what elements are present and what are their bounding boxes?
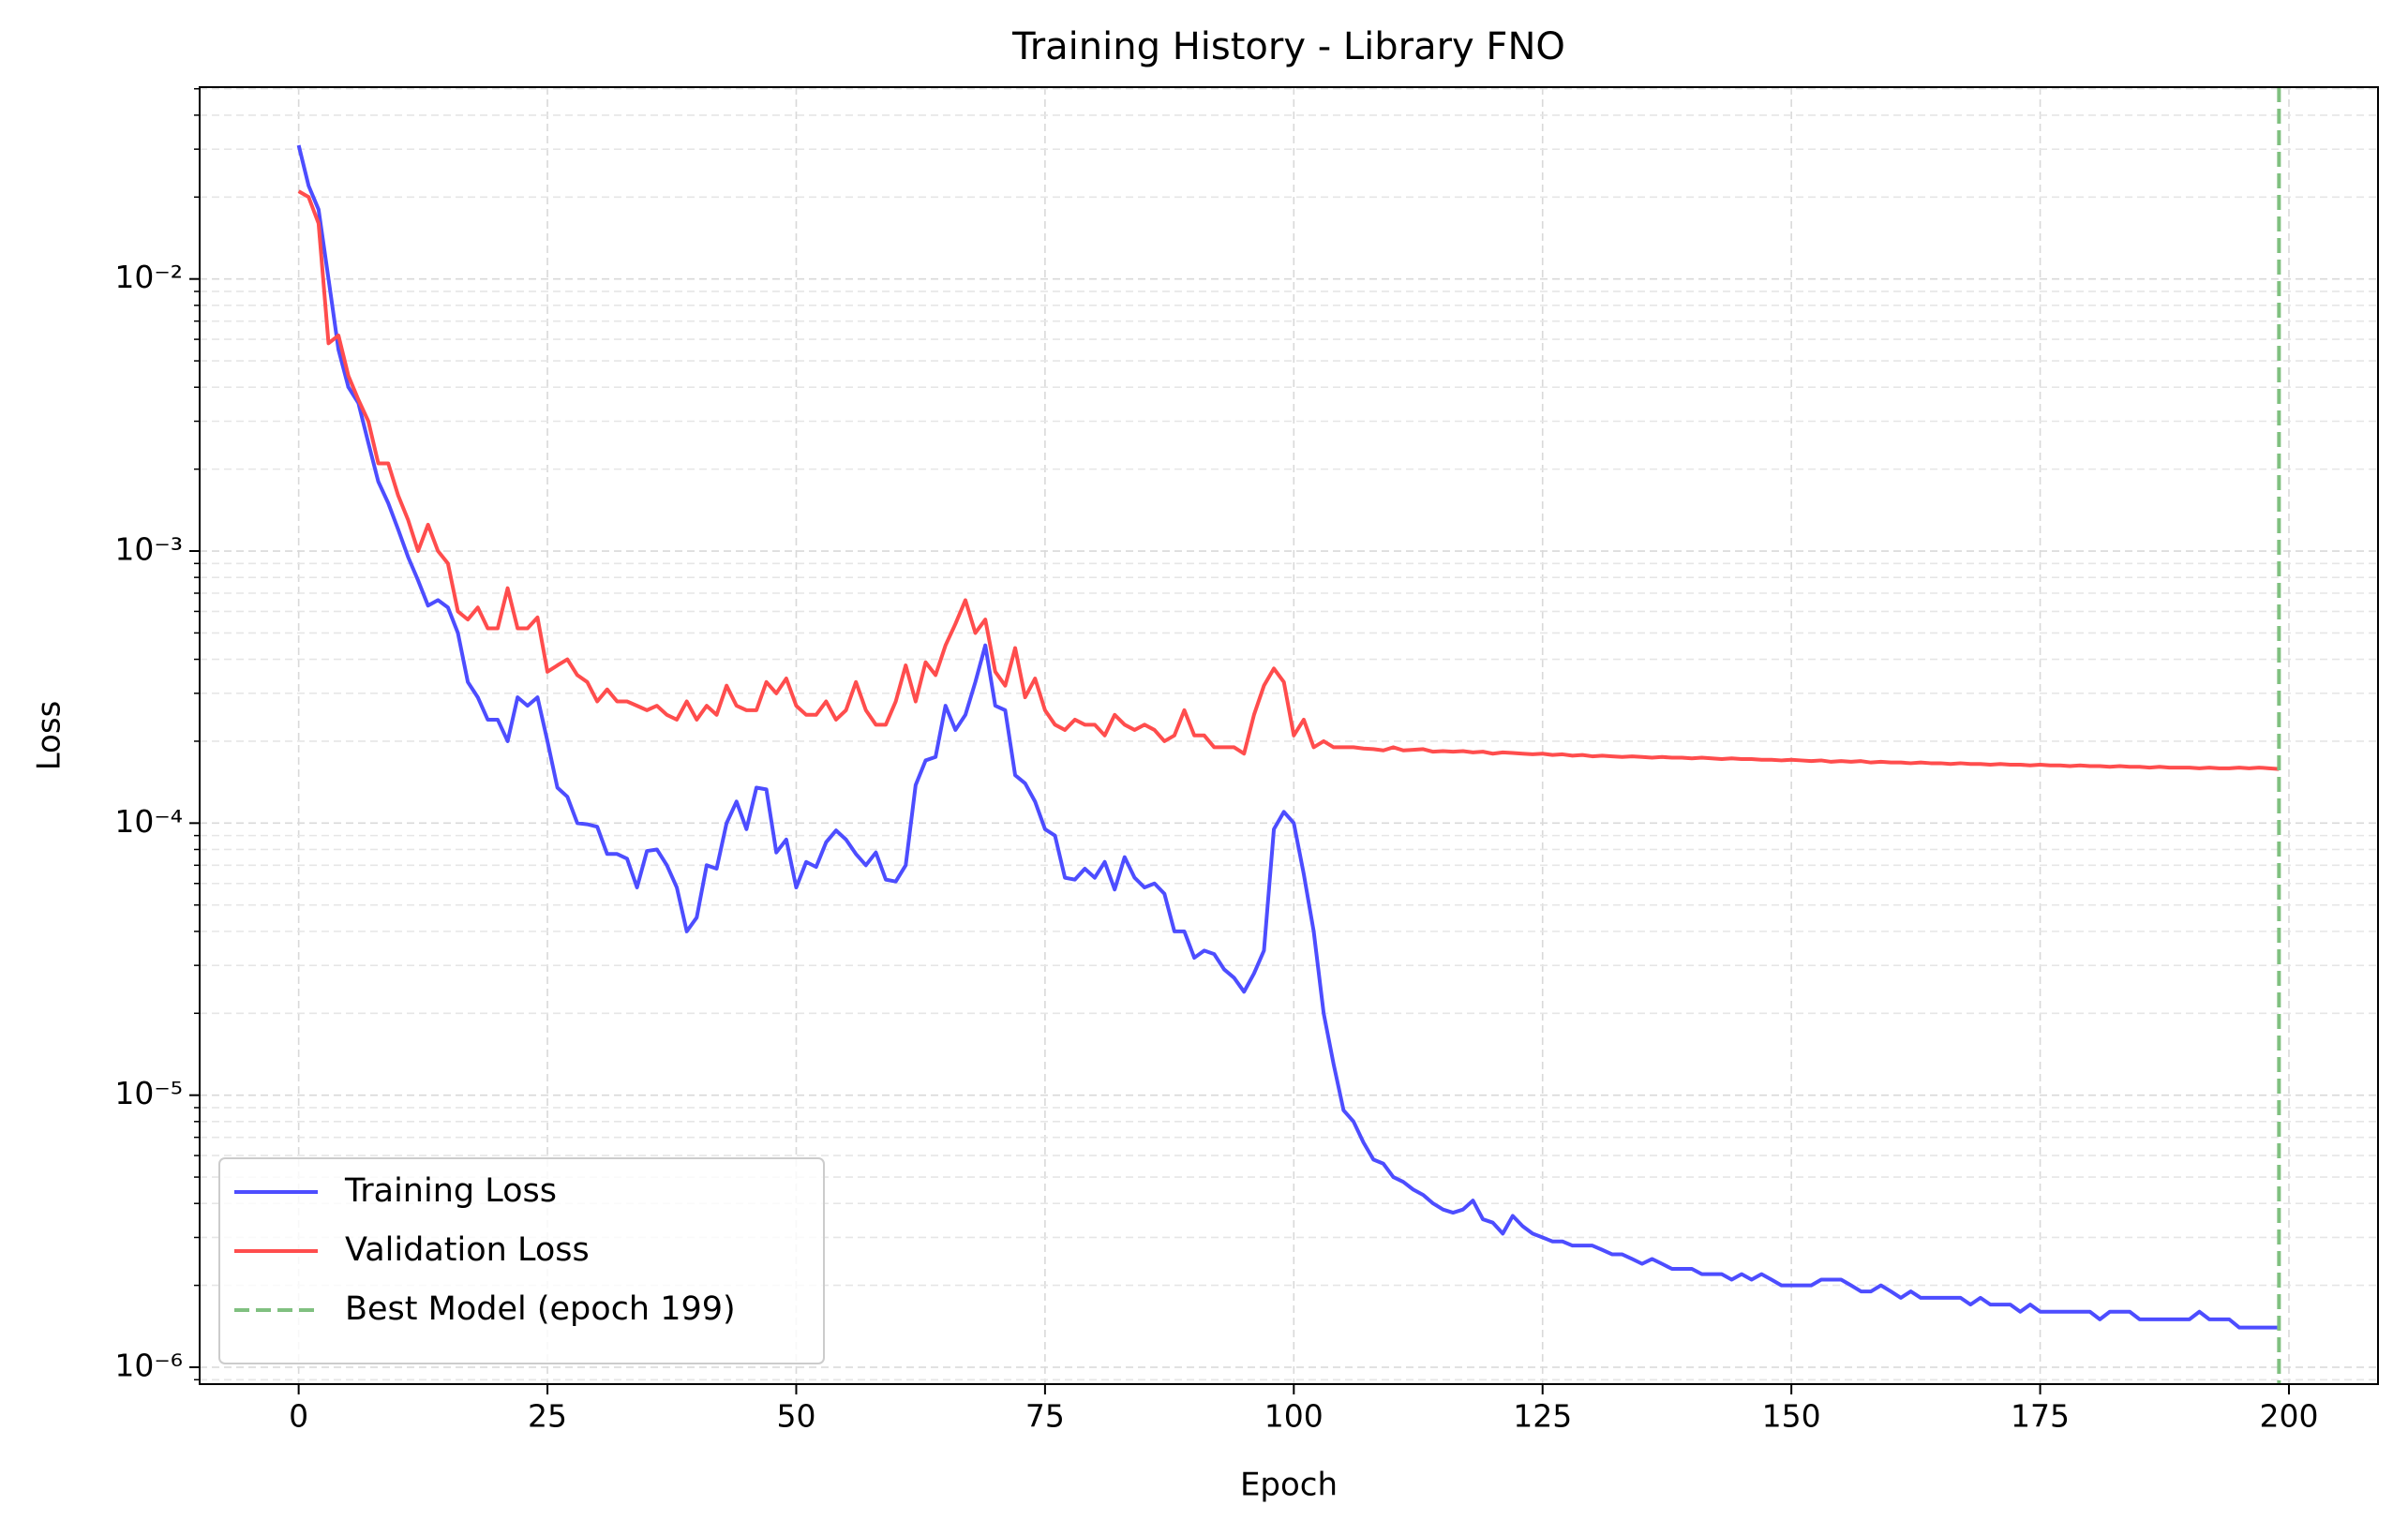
- series-line: [297, 189, 2280, 771]
- legend-label: Validation Loss: [345, 1231, 590, 1269]
- y-tick-label: 10⁻³: [114, 531, 183, 568]
- x-tick-label: 50: [776, 1398, 815, 1435]
- x-tick-label: 125: [1513, 1398, 1572, 1435]
- grid: [200, 87, 2378, 1384]
- plot-area: [296, 87, 2281, 1384]
- x-tick-label: 75: [1025, 1398, 1065, 1435]
- x-axis-label: Epoch: [1240, 1467, 1338, 1504]
- legend-label: Training Loss: [344, 1172, 557, 1210]
- chart-title: Training History - Library FNO: [1011, 25, 1565, 68]
- legend-box: [218, 1157, 825, 1364]
- axes: 0 25 50 75 100 125 150 175 200 10⁻⁶ 10⁻⁵ 10⁻⁴ 10⁻³ 10…: [114, 88, 2318, 1435]
- x-tick-label: 100: [1264, 1398, 1324, 1435]
- y-tick-label: 10⁻⁴: [114, 803, 183, 840]
- x-tick-label: 0: [289, 1398, 308, 1435]
- x-tick-label: 25: [528, 1398, 567, 1435]
- legend-label: Best Model (epoch 199): [345, 1290, 736, 1328]
- axes-frame: [199, 86, 2379, 1385]
- x-tick-label: 200: [2259, 1398, 2318, 1435]
- y-tick-label: 10⁻²: [114, 259, 183, 295]
- series-line: [296, 144, 2280, 1330]
- x-tick-label: 150: [1762, 1398, 1821, 1435]
- legend: Training Loss Validation Loss Best Model (…: [218, 1157, 825, 1364]
- x-tick-label: 175: [2011, 1398, 2070, 1435]
- y-tick-label: 10⁻⁵: [114, 1075, 183, 1111]
- y-tick-label: 10⁻⁶: [114, 1348, 183, 1384]
- y-axis-label: Loss: [31, 701, 68, 771]
